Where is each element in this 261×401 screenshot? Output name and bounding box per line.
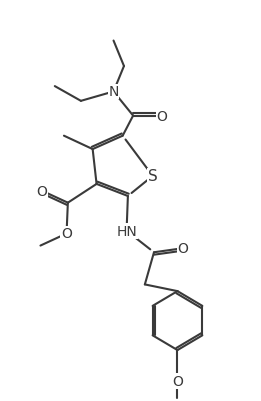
Text: HN: HN — [116, 224, 137, 238]
Text: N: N — [108, 85, 119, 99]
Text: O: O — [36, 184, 47, 198]
Text: O: O — [61, 227, 72, 241]
Text: O: O — [177, 242, 188, 255]
Text: O: O — [156, 109, 167, 123]
Text: O: O — [172, 374, 183, 388]
Text: S: S — [148, 169, 158, 184]
